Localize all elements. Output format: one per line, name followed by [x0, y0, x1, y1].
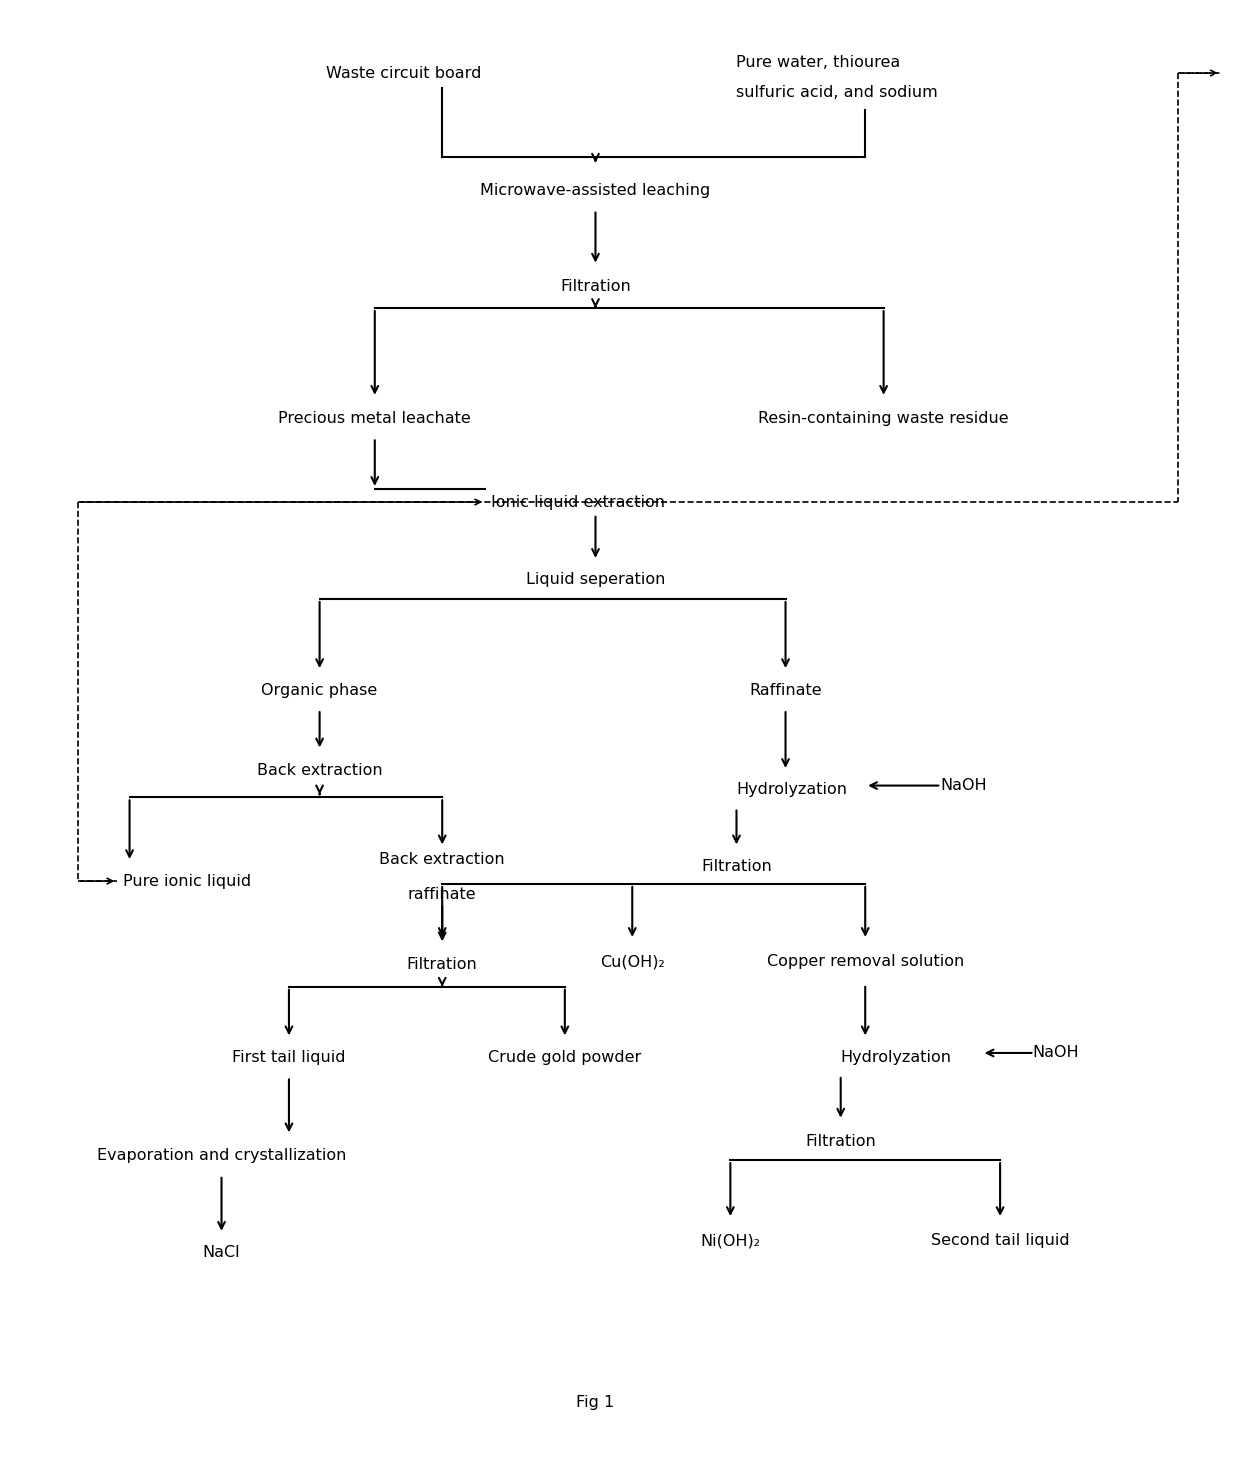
Text: Pure ionic liquid: Pure ionic liquid — [124, 873, 252, 888]
Text: Copper removal solution: Copper removal solution — [766, 955, 963, 970]
Text: Filtration: Filtration — [560, 279, 631, 294]
Text: Cu(OH)₂: Cu(OH)₂ — [600, 955, 665, 970]
Text: Waste circuit board: Waste circuit board — [326, 65, 481, 80]
Text: Ionic liquid extraction: Ionic liquid extraction — [491, 494, 665, 510]
Text: Precious metal leachate: Precious metal leachate — [279, 411, 471, 426]
Text: Filtration: Filtration — [805, 1133, 877, 1149]
Text: sulfuric acid, and sodium: sulfuric acid, and sodium — [737, 85, 939, 99]
Text: Microwave-assisted leaching: Microwave-assisted leaching — [480, 182, 711, 199]
Text: NaOH: NaOH — [940, 779, 987, 793]
Text: Back extraction: Back extraction — [379, 851, 505, 866]
Text: Pure water, thiourea: Pure water, thiourea — [737, 55, 900, 70]
Text: NaCl: NaCl — [202, 1246, 241, 1261]
Text: Liquid seperation: Liquid seperation — [526, 572, 665, 587]
Text: Fig 1: Fig 1 — [577, 1396, 615, 1410]
Text: raffinate: raffinate — [408, 887, 476, 902]
Text: NaOH: NaOH — [1032, 1046, 1079, 1060]
Text: First tail liquid: First tail liquid — [232, 1050, 346, 1065]
Text: Second tail liquid: Second tail liquid — [931, 1234, 1069, 1249]
Text: Back extraction: Back extraction — [257, 764, 382, 779]
Text: Filtration: Filtration — [407, 958, 477, 973]
Text: Ni(OH)₂: Ni(OH)₂ — [701, 1234, 760, 1249]
Text: Hydrolyzation: Hydrolyzation — [841, 1050, 952, 1065]
Text: Resin-containing waste residue: Resin-containing waste residue — [759, 411, 1009, 426]
Text: Crude gold powder: Crude gold powder — [489, 1050, 641, 1065]
Text: Filtration: Filtration — [701, 859, 771, 873]
Text: Hydrolyzation: Hydrolyzation — [737, 783, 847, 798]
Text: Organic phase: Organic phase — [262, 682, 378, 697]
Text: Raffinate: Raffinate — [749, 682, 822, 697]
Text: Evaporation and crystallization: Evaporation and crystallization — [97, 1148, 346, 1163]
